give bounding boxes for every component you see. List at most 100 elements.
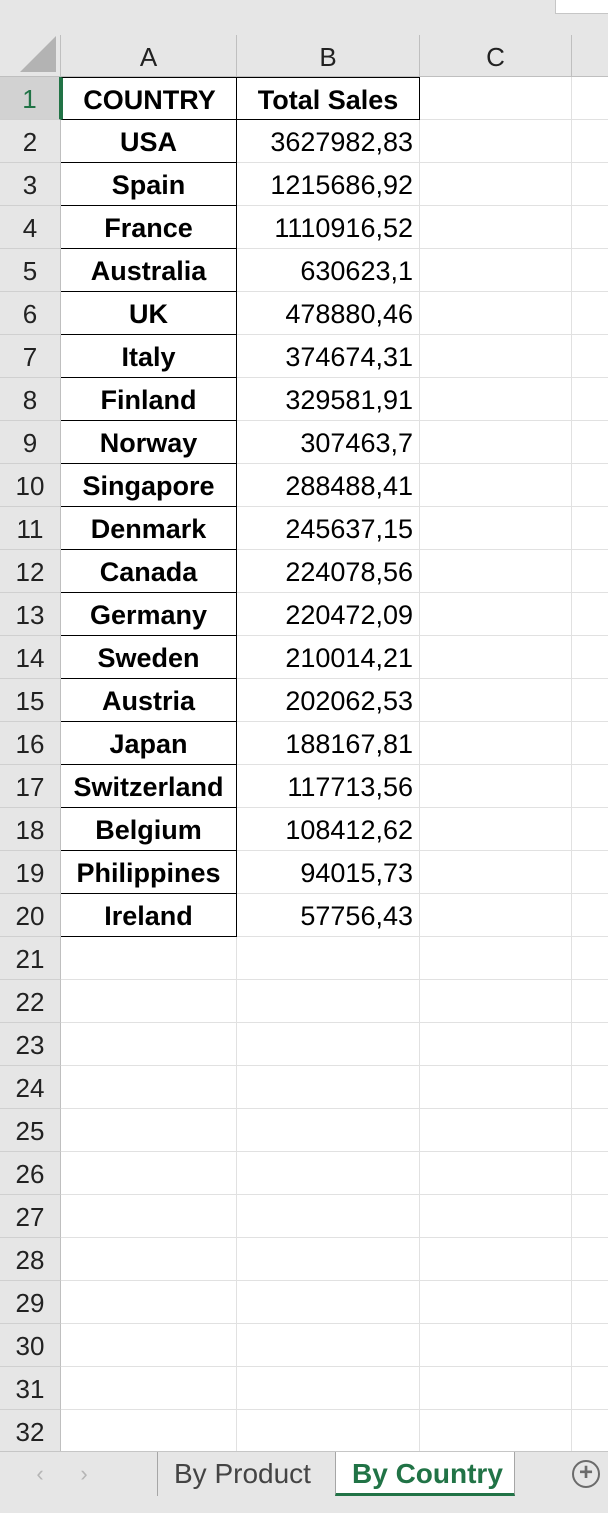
country-cell[interactable]: Japan (61, 722, 237, 765)
empty-cell[interactable] (420, 765, 572, 808)
sales-cell[interactable]: 1215686,92 (237, 163, 420, 206)
country-cell[interactable]: Belgium (61, 808, 237, 851)
empty-cell[interactable] (572, 163, 608, 206)
cell-a1[interactable]: COUNTRY (61, 77, 237, 120)
cell-c1[interactable] (420, 77, 572, 120)
empty-cell[interactable] (572, 120, 608, 163)
chevron-right-icon[interactable]: › (80, 1461, 88, 1486)
empty-cell[interactable] (61, 1238, 237, 1281)
country-cell[interactable]: Finland (61, 378, 237, 421)
row-header[interactable]: 31 (0, 1367, 61, 1410)
empty-cell[interactable] (572, 1281, 608, 1324)
country-cell[interactable]: Singapore (61, 464, 237, 507)
empty-cell[interactable] (237, 980, 420, 1023)
empty-cell[interactable] (420, 163, 572, 206)
cell-d1[interactable] (572, 77, 608, 120)
empty-cell[interactable] (420, 335, 572, 378)
empty-cell[interactable] (572, 464, 608, 507)
country-cell[interactable]: Germany (61, 593, 237, 636)
row-header[interactable]: 15 (0, 679, 61, 722)
column-header-d[interactable] (572, 35, 608, 77)
sales-cell[interactable]: 202062,53 (237, 679, 420, 722)
row-header[interactable]: 22 (0, 980, 61, 1023)
empty-cell[interactable] (420, 206, 572, 249)
row-header[interactable]: 9 (0, 421, 61, 464)
row-header[interactable]: 12 (0, 550, 61, 593)
row-header[interactable]: 19 (0, 851, 61, 894)
row-header[interactable]: 6 (0, 292, 61, 335)
empty-cell[interactable] (420, 722, 572, 765)
sales-cell[interactable]: 210014,21 (237, 636, 420, 679)
row-header[interactable]: 18 (0, 808, 61, 851)
empty-cell[interactable] (237, 1152, 420, 1195)
empty-cell[interactable] (420, 1281, 572, 1324)
empty-cell[interactable] (572, 1195, 608, 1238)
empty-cell[interactable] (237, 937, 420, 980)
empty-cell[interactable] (572, 679, 608, 722)
empty-cell[interactable] (572, 507, 608, 550)
empty-cell[interactable] (572, 292, 608, 335)
country-cell[interactable]: Norway (61, 421, 237, 464)
country-cell[interactable]: Sweden (61, 636, 237, 679)
row-header[interactable]: 14 (0, 636, 61, 679)
empty-cell[interactable] (237, 1324, 420, 1367)
empty-cell[interactable] (420, 593, 572, 636)
empty-cell[interactable] (61, 1152, 237, 1195)
row-header[interactable]: 21 (0, 937, 61, 980)
country-cell[interactable]: Philippines (61, 851, 237, 894)
select-all-corner[interactable] (0, 35, 61, 77)
column-header-a[interactable]: A (61, 35, 237, 77)
row-header[interactable]: 26 (0, 1152, 61, 1195)
sales-cell[interactable]: 94015,73 (237, 851, 420, 894)
empty-cell[interactable] (572, 550, 608, 593)
empty-cell[interactable] (420, 378, 572, 421)
empty-cell[interactable] (420, 679, 572, 722)
empty-cell[interactable] (572, 894, 608, 937)
row-header[interactable]: 8 (0, 378, 61, 421)
empty-cell[interactable] (237, 1023, 420, 1066)
empty-cell[interactable] (572, 421, 608, 464)
empty-cell[interactable] (420, 421, 572, 464)
row-header[interactable]: 13 (0, 593, 61, 636)
column-header-c[interactable]: C (420, 35, 572, 77)
country-cell[interactable]: Austria (61, 679, 237, 722)
country-cell[interactable]: UK (61, 292, 237, 335)
sales-cell[interactable]: 374674,31 (237, 335, 420, 378)
row-header[interactable]: 10 (0, 464, 61, 507)
sales-cell[interactable]: 478880,46 (237, 292, 420, 335)
sales-cell[interactable]: 188167,81 (237, 722, 420, 765)
row-header[interactable]: 3 (0, 163, 61, 206)
empty-cell[interactable] (572, 1410, 608, 1451)
row-header[interactable]: 17 (0, 765, 61, 808)
row-header[interactable]: 25 (0, 1109, 61, 1152)
cell-b1[interactable]: Total Sales (237, 77, 420, 120)
empty-cell[interactable] (420, 636, 572, 679)
empty-cell[interactable] (572, 1324, 608, 1367)
empty-cell[interactable] (420, 1324, 572, 1367)
empty-cell[interactable] (61, 1324, 237, 1367)
empty-cell[interactable] (572, 593, 608, 636)
empty-cell[interactable] (572, 765, 608, 808)
empty-cell[interactable] (61, 1109, 237, 1152)
empty-cell[interactable] (572, 722, 608, 765)
sheet-tab-by-product[interactable]: By Product (157, 1452, 335, 1496)
row-header[interactable]: 30 (0, 1324, 61, 1367)
row-header[interactable]: 1 (0, 77, 61, 120)
empty-cell[interactable] (572, 378, 608, 421)
sales-cell[interactable]: 57756,43 (237, 894, 420, 937)
empty-cell[interactable] (420, 1410, 572, 1451)
row-header[interactable]: 28 (0, 1238, 61, 1281)
empty-cell[interactable] (420, 1109, 572, 1152)
empty-cell[interactable] (572, 937, 608, 980)
empty-cell[interactable] (572, 1152, 608, 1195)
empty-cell[interactable] (237, 1238, 420, 1281)
row-header[interactable]: 32 (0, 1410, 61, 1451)
chevron-left-icon[interactable]: ‹ (36, 1461, 44, 1486)
empty-cell[interactable] (420, 292, 572, 335)
row-header[interactable]: 29 (0, 1281, 61, 1324)
row-header[interactable]: 11 (0, 507, 61, 550)
plus-circle-icon[interactable]: + (572, 1460, 600, 1488)
sales-cell[interactable]: 224078,56 (237, 550, 420, 593)
sales-cell[interactable]: 245637,15 (237, 507, 420, 550)
sales-cell[interactable]: 307463,7 (237, 421, 420, 464)
